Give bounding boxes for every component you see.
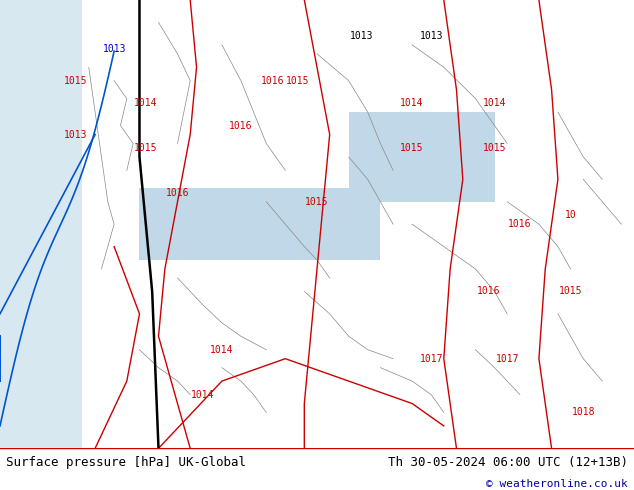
Polygon shape <box>139 188 380 260</box>
Text: 1016: 1016 <box>165 188 190 198</box>
Text: 1016: 1016 <box>476 287 500 296</box>
Text: 1015: 1015 <box>286 75 310 86</box>
Text: 10: 10 <box>565 210 576 220</box>
Text: 1016: 1016 <box>261 75 285 86</box>
Text: 1014: 1014 <box>191 390 215 399</box>
Text: © weatheronline.co.uk: © weatheronline.co.uk <box>486 479 628 489</box>
Text: 1014: 1014 <box>210 344 234 355</box>
Text: 1014: 1014 <box>134 98 158 108</box>
Text: 1013: 1013 <box>102 44 126 54</box>
Text: 1014: 1014 <box>400 98 424 108</box>
Text: Surface pressure [hPa] UK-Global: Surface pressure [hPa] UK-Global <box>6 456 247 469</box>
Text: 1017: 1017 <box>419 354 443 364</box>
Text: 1016: 1016 <box>508 219 532 229</box>
FancyBboxPatch shape <box>0 0 82 448</box>
Text: Th 30-05-2024 06:00 UTC (12+13B): Th 30-05-2024 06:00 UTC (12+13B) <box>387 456 628 469</box>
Text: 1013: 1013 <box>64 129 88 140</box>
Polygon shape <box>349 112 495 202</box>
Text: 1017: 1017 <box>495 354 519 364</box>
Text: 1014: 1014 <box>482 98 507 108</box>
Text: 1015: 1015 <box>400 143 424 153</box>
Text: 1016: 1016 <box>229 121 253 130</box>
Text: 1015: 1015 <box>482 143 507 153</box>
Text: 1013: 1013 <box>419 31 443 41</box>
Text: 1015: 1015 <box>305 197 329 207</box>
Text: 1015: 1015 <box>559 287 583 296</box>
Text: 1015: 1015 <box>134 143 158 153</box>
Text: 1013: 1013 <box>349 31 373 41</box>
Text: 1015: 1015 <box>64 75 88 86</box>
Text: 1018: 1018 <box>571 408 595 417</box>
